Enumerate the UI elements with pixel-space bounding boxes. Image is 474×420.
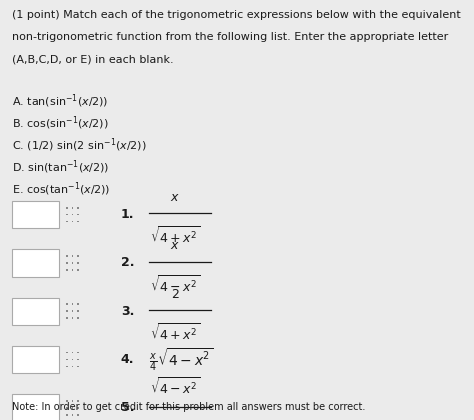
- Bar: [77, 318, 79, 319]
- Bar: [77, 262, 79, 264]
- Text: $2$: $2$: [171, 288, 180, 301]
- Bar: [77, 366, 79, 368]
- Text: D. sin(tan$^{-1}$($x$/2)): D. sin(tan$^{-1}$($x$/2)): [12, 158, 109, 176]
- Bar: [72, 352, 73, 354]
- Text: $\sqrt{4-x^2}$: $\sqrt{4-x^2}$: [150, 376, 201, 397]
- Bar: [12, 201, 59, 228]
- Bar: [72, 303, 73, 305]
- Bar: [77, 269, 79, 271]
- Bar: [66, 407, 68, 409]
- Bar: [77, 303, 79, 305]
- Bar: [72, 310, 73, 312]
- Bar: [77, 359, 79, 360]
- Text: A. tan(sin$^{-1}$($x$/2)): A. tan(sin$^{-1}$($x$/2)): [12, 93, 108, 110]
- Bar: [77, 207, 79, 209]
- Bar: [72, 400, 73, 402]
- Bar: [12, 394, 59, 420]
- Bar: [66, 214, 68, 215]
- Text: (A,B,C,D, or E) in each blank.: (A,B,C,D, or E) in each blank.: [12, 54, 173, 64]
- Bar: [66, 366, 68, 368]
- Bar: [72, 359, 73, 360]
- Bar: [66, 262, 68, 264]
- Bar: [66, 221, 68, 223]
- Text: $\sqrt{4+x^2}$: $\sqrt{4+x^2}$: [150, 226, 201, 247]
- Text: Note: In order to get credit for this problem all answers must be correct.: Note: In order to get credit for this pr…: [12, 402, 365, 412]
- Bar: [72, 366, 73, 368]
- Bar: [72, 407, 73, 409]
- Bar: [77, 352, 79, 354]
- Bar: [66, 318, 68, 319]
- Bar: [72, 255, 73, 257]
- Bar: [12, 249, 59, 277]
- Text: $2$: $2$: [171, 419, 180, 420]
- Text: $\frac{x}{4}\sqrt{4-x^2}$: $\frac{x}{4}\sqrt{4-x^2}$: [149, 346, 213, 373]
- Bar: [77, 221, 79, 223]
- Bar: [72, 262, 73, 264]
- Text: B. cos(sin$^{-1}$($x$/2)): B. cos(sin$^{-1}$($x$/2)): [12, 115, 109, 132]
- Bar: [77, 414, 79, 416]
- Text: $\sqrt{4-x^2}$: $\sqrt{4-x^2}$: [150, 274, 201, 296]
- Bar: [12, 298, 59, 325]
- Bar: [66, 255, 68, 257]
- Bar: [72, 207, 73, 209]
- Text: $x$: $x$: [171, 239, 180, 252]
- Text: 1.: 1.: [121, 208, 134, 221]
- Bar: [72, 221, 73, 223]
- Bar: [77, 310, 79, 312]
- Bar: [77, 255, 79, 257]
- Text: non-trigonometric function from the following list. Enter the appropriate letter: non-trigonometric function from the foll…: [12, 32, 448, 42]
- Bar: [66, 352, 68, 354]
- Text: 2.: 2.: [121, 257, 134, 269]
- Bar: [77, 214, 79, 215]
- Text: $x$: $x$: [171, 191, 180, 204]
- Text: 4.: 4.: [121, 353, 134, 366]
- Bar: [72, 214, 73, 215]
- Bar: [66, 359, 68, 360]
- Bar: [66, 414, 68, 416]
- Text: 5.: 5.: [121, 402, 134, 414]
- Text: E. cos(tan$^{-1}$($x$/2)): E. cos(tan$^{-1}$($x$/2)): [12, 180, 110, 198]
- Bar: [66, 269, 68, 271]
- Bar: [12, 346, 59, 373]
- Bar: [66, 400, 68, 402]
- Bar: [66, 303, 68, 305]
- Bar: [66, 207, 68, 209]
- Bar: [72, 318, 73, 319]
- Text: C. (1/2) sin(2 sin$^{-1}$($x$/2)): C. (1/2) sin(2 sin$^{-1}$($x$/2)): [12, 136, 146, 154]
- Text: (1 point) Match each of the trigonometric expressions below with the equivalent: (1 point) Match each of the trigonometri…: [12, 10, 461, 21]
- Bar: [66, 310, 68, 312]
- Bar: [72, 269, 73, 271]
- Text: 3.: 3.: [121, 305, 134, 318]
- Bar: [77, 400, 79, 402]
- Bar: [72, 414, 73, 416]
- Bar: [77, 407, 79, 409]
- Text: $\sqrt{4+x^2}$: $\sqrt{4+x^2}$: [150, 323, 201, 344]
